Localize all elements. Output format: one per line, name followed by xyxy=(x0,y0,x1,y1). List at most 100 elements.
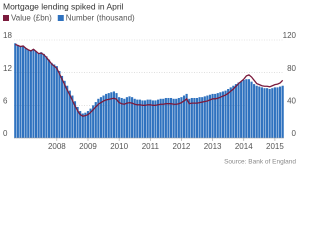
bar xyxy=(102,95,105,138)
bar xyxy=(198,97,201,138)
bar xyxy=(164,97,167,138)
bar xyxy=(128,96,131,138)
bar xyxy=(151,100,154,138)
bar xyxy=(138,99,141,138)
bar xyxy=(120,97,123,138)
bar xyxy=(219,92,222,138)
bar xyxy=(177,97,180,138)
bar xyxy=(162,98,165,138)
bar xyxy=(229,87,232,138)
bar xyxy=(203,96,206,138)
bar xyxy=(37,53,40,138)
bar xyxy=(242,80,245,138)
bar xyxy=(29,50,32,138)
bar xyxy=(234,84,238,138)
bar xyxy=(180,97,183,138)
x-tick-label: 2014 xyxy=(235,142,253,151)
bar xyxy=(105,93,108,138)
bar xyxy=(110,92,113,138)
bar xyxy=(208,94,212,138)
bar xyxy=(68,90,71,138)
bar xyxy=(112,91,115,138)
chart-title: Mortgage lending spiked in April xyxy=(3,1,124,11)
bar xyxy=(47,59,51,138)
bar xyxy=(123,98,126,138)
legend-label: Value (£bn) xyxy=(11,14,52,23)
bar xyxy=(21,45,25,138)
bar xyxy=(276,87,279,138)
y-tick-label: 6 xyxy=(3,96,8,105)
bar xyxy=(115,93,118,138)
bar xyxy=(255,85,258,138)
bar xyxy=(169,97,173,138)
bar xyxy=(131,97,134,138)
bar xyxy=(240,81,243,138)
x-tick-label: 2009 xyxy=(79,142,97,151)
bar xyxy=(281,85,284,138)
bar xyxy=(263,88,266,138)
x-tick-label: 2012 xyxy=(173,142,191,151)
bar xyxy=(247,79,250,138)
bar xyxy=(260,87,263,138)
bar xyxy=(79,111,82,138)
bar xyxy=(107,93,110,138)
bar xyxy=(214,93,217,138)
bar xyxy=(237,82,240,138)
bar xyxy=(201,97,204,138)
bar xyxy=(73,101,77,138)
bar xyxy=(279,86,282,138)
bar xyxy=(24,48,27,138)
bar xyxy=(60,75,64,138)
y2-tick-label: 0 xyxy=(292,129,297,138)
bar xyxy=(45,56,48,139)
bar xyxy=(55,66,58,138)
chart: Mortgage lending spiked in April Source:… xyxy=(3,1,297,166)
bar xyxy=(266,88,269,138)
bar xyxy=(133,98,136,138)
x-tick-label: 2011 xyxy=(142,142,160,151)
bar xyxy=(92,105,95,138)
bar xyxy=(42,53,45,139)
bar xyxy=(125,97,128,138)
bar xyxy=(190,97,193,138)
bar xyxy=(273,87,276,138)
bar xyxy=(193,97,196,138)
bar xyxy=(172,98,175,138)
bar xyxy=(144,100,147,138)
bar xyxy=(99,97,103,138)
line xyxy=(15,43,284,117)
bar xyxy=(94,102,97,138)
legend-label: Number (thousand) xyxy=(66,14,135,23)
bar xyxy=(156,99,160,138)
bar xyxy=(141,100,144,138)
bar xyxy=(224,90,227,138)
bar xyxy=(167,97,170,138)
bar xyxy=(221,91,225,138)
bar xyxy=(206,95,209,138)
bar xyxy=(81,113,84,138)
bar xyxy=(232,85,235,138)
bar xyxy=(136,99,139,138)
bar xyxy=(258,86,261,138)
y-tick-label: 0 xyxy=(3,129,8,138)
bar xyxy=(253,84,256,138)
y-tick-label: 12 xyxy=(3,64,12,73)
y2-tick-label: 80 xyxy=(287,64,296,73)
bar xyxy=(76,106,79,138)
bar xyxy=(32,48,35,138)
x-tick-label: 2008 xyxy=(48,142,66,151)
bar xyxy=(14,43,17,139)
legend-swatch xyxy=(3,15,9,21)
bar xyxy=(63,80,66,138)
bar xyxy=(27,49,30,138)
y-tick-label: 18 xyxy=(3,31,12,40)
bar xyxy=(71,95,74,138)
bar xyxy=(250,81,253,138)
bar xyxy=(16,44,19,138)
bar xyxy=(50,62,53,138)
bar xyxy=(268,89,271,138)
x-tick-label: 2015 xyxy=(266,142,284,151)
bar xyxy=(34,51,38,138)
bar xyxy=(84,112,87,138)
bar xyxy=(154,100,157,138)
